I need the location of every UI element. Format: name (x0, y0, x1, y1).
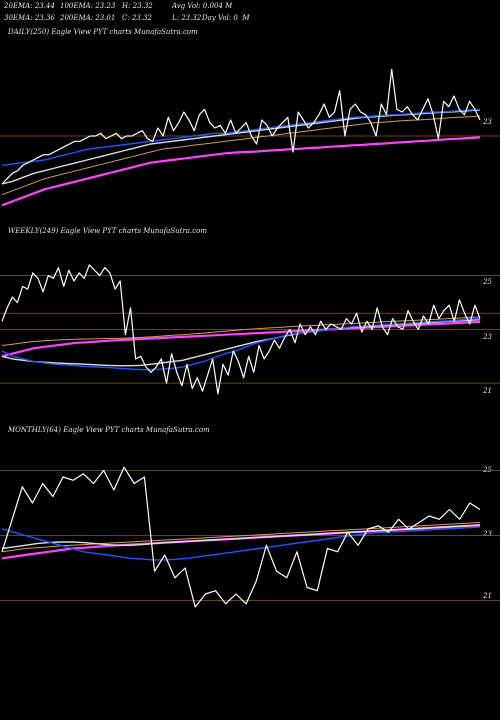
stat-dayvol: Day Vol: 0 M (202, 14, 250, 22)
daily-panel-title: DAILY(250) Eagle View PYT charts MunafaS… (8, 28, 198, 36)
weekly-ema-fast-line (1, 317, 481, 371)
weekly-y-tick-21: 21 (483, 387, 492, 395)
stat-ema200: 200EMA: 23.01 (60, 14, 116, 22)
weekly-y-tick-23: 23 (483, 333, 492, 341)
weekly-price-line (1, 264, 481, 395)
weekly-panel-title: WEEKLY(249) Eagle View PYT charts Munafa… (8, 227, 207, 235)
monthly-ema-mid-line (1, 524, 481, 550)
stat-low: L: 23.32 (172, 14, 202, 22)
stat-high: H: 23.32 (122, 2, 153, 10)
daily-y-tick-23: 23 (483, 118, 492, 126)
daily-price-line (1, 68, 481, 185)
weekly-y-tick-25: 25 (483, 278, 492, 286)
weekly-ema-long-line (1, 320, 481, 358)
monthly-ema-slow-line (1, 522, 481, 553)
stat-avgvol: Avg Vol: 0.004 M (172, 2, 233, 10)
weekly-ema-slow-line (1, 316, 481, 346)
stat-ema20: 20EMA: 23.44 (4, 2, 55, 10)
stat-ema30: 30EMA: 23.36 (4, 14, 55, 22)
monthly-ema-fast-line (1, 526, 481, 561)
daily-ema-slow-line (1, 115, 481, 196)
stat-ema100: 100EMA: 23.23 (60, 2, 116, 10)
monthly-y-tick-25: 25 (483, 466, 492, 474)
monthly-y-tick-21: 21 (483, 592, 492, 600)
monthly-panel-title: MONTHLY(64) Eagle View PYT charts Munafa… (8, 426, 210, 434)
monthly-price-line (1, 466, 481, 608)
stat-close: C: 23.32 (122, 14, 152, 22)
daily-ema-long-line (1, 136, 481, 207)
daily-ema-fast-line (1, 108, 481, 166)
monthly-y-tick-23: 23 (483, 530, 492, 538)
daily-ema-mid-line (1, 109, 481, 185)
